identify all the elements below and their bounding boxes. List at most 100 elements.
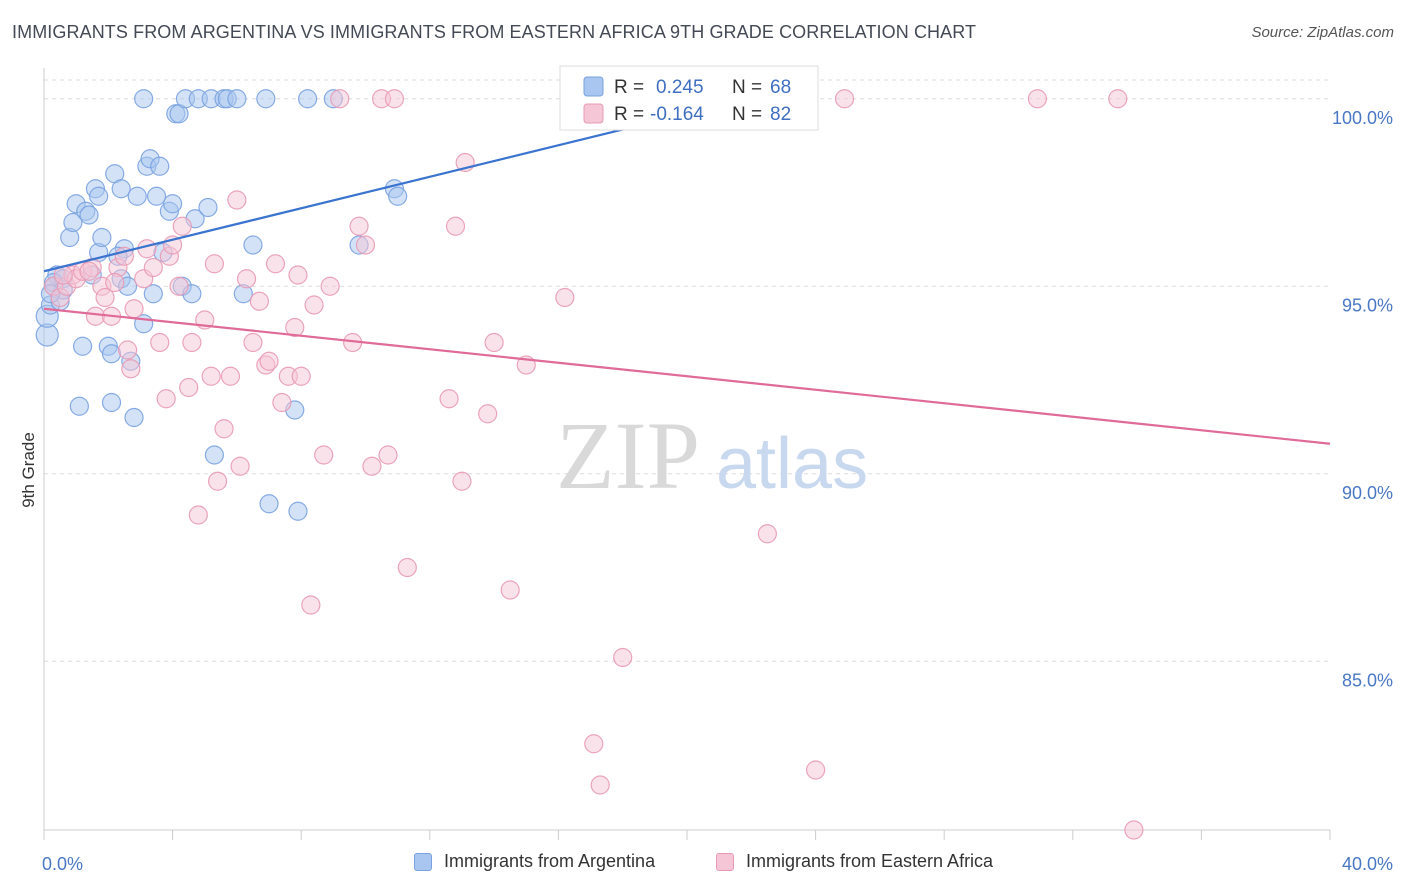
watermark: ZIP atlas: [556, 402, 868, 509]
data-point: [227, 190, 247, 210]
data-point: [201, 366, 221, 386]
data-point: [172, 216, 192, 236]
data-point: [236, 269, 257, 289]
data-point: [169, 276, 189, 296]
data-point: [298, 89, 318, 109]
data-point: [85, 306, 106, 326]
stats-n-label-2: N =: [732, 104, 762, 125]
data-point: [484, 332, 504, 353]
data-point: [1027, 89, 1048, 109]
data-point: [291, 366, 311, 386]
stats-r-value-eastern-africa: -0.164: [650, 104, 704, 125]
data-point: [230, 456, 250, 476]
data-point: [355, 235, 376, 255]
series-eastern-africa: [44, 89, 1144, 840]
y-tick-label: 85.0%: [1342, 670, 1393, 690]
data-point: [143, 284, 163, 304]
data-point: [111, 179, 131, 199]
stats-r-label-2: R =: [614, 104, 644, 125]
data-point: [288, 265, 308, 285]
data-point: [150, 156, 170, 176]
data-point: [590, 775, 610, 795]
y-tick-labels: 85.0% 90.0% 95.0% 100.0%: [1332, 108, 1393, 691]
data-point: [584, 734, 604, 754]
data-point: [314, 445, 334, 465]
data-point: [134, 89, 154, 109]
data-point: [101, 344, 122, 364]
data-point: [330, 89, 350, 109]
data-point: [1108, 89, 1128, 109]
data-point: [63, 212, 83, 233]
data-point: [220, 366, 241, 386]
data-point: [397, 557, 417, 578]
data-point: [439, 389, 459, 409]
data-point: [1124, 820, 1144, 840]
data-point: [121, 359, 141, 379]
data-point: [92, 227, 112, 248]
data-point: [555, 287, 575, 308]
data-point: [288, 501, 308, 521]
x-tick-label-max: 40.0%: [1342, 854, 1393, 874]
data-point: [182, 332, 202, 353]
source-credit: Source: ZipAtlas.com: [1251, 24, 1394, 41]
data-point: [500, 580, 520, 600]
data-point: [89, 186, 109, 206]
data-point: [79, 205, 99, 225]
stats-swatch-eastern-africa: [583, 103, 604, 124]
data-point: [378, 445, 398, 465]
data-point: [259, 494, 279, 514]
stats-swatch-argentina: [583, 76, 604, 97]
data-point: [188, 505, 208, 525]
data-points: [35, 89, 1144, 840]
data-point: [146, 186, 167, 206]
data-point: [243, 235, 263, 255]
data-point: [156, 389, 176, 409]
stats-n-value-eastern-africa: 82: [770, 104, 791, 125]
data-point: [272, 392, 292, 413]
data-point: [301, 595, 321, 615]
data-point: [384, 89, 405, 109]
data-point: [127, 186, 147, 206]
data-point: [124, 299, 144, 319]
data-point: [227, 89, 247, 109]
y-tick-label: 95.0%: [1342, 295, 1393, 315]
stats-box: R = 0.245 N = 68 R = -0.164 N = 82: [559, 65, 819, 131]
data-point: [805, 760, 826, 780]
data-point: [285, 317, 305, 338]
data-point: [259, 351, 279, 371]
data-point: [124, 407, 144, 428]
stats-n-label-1: N =: [732, 77, 762, 98]
data-point: [256, 89, 276, 109]
data-point: [320, 276, 340, 296]
data-point: [72, 336, 93, 356]
x-tick-label-min: 0.0%: [42, 854, 83, 874]
watermark-zip: ZIP: [556, 402, 700, 509]
y-tick-label: 100.0%: [1332, 108, 1393, 128]
legend-label-argentina: Immigrants from Argentina: [444, 851, 656, 871]
chart-title: IMMIGRANTS FROM ARGENTINA VS IMMIGRANTS …: [12, 22, 977, 42]
data-point: [452, 471, 472, 491]
data-point: [204, 254, 224, 274]
data-point: [243, 332, 263, 353]
data-point: [304, 295, 324, 315]
data-point: [249, 291, 270, 311]
trend-line-argentina: [43, 112, 688, 273]
data-point: [265, 254, 286, 274]
data-point: [204, 445, 224, 465]
stats-r-label-1: R =: [614, 77, 644, 98]
x-tick-labels: 0.0% 40.0%: [42, 854, 1393, 874]
data-point: [137, 239, 157, 259]
data-point: [150, 332, 170, 353]
trend-lines: [43, 112, 1331, 445]
series-argentina: [35, 89, 408, 521]
data-point: [478, 404, 498, 424]
legend-label-eastern-africa: Immigrants from Eastern Africa: [746, 851, 994, 871]
data-point: [613, 647, 633, 668]
data-point: [163, 194, 183, 214]
y-axis-label: 9th Grade: [19, 432, 38, 508]
data-point: [143, 257, 163, 278]
stats-r-value-argentina: 0.245: [656, 77, 704, 98]
legend-item-eastern-africa[interactable]: Immigrants from Eastern Africa: [716, 851, 993, 872]
legend-item-argentina[interactable]: Immigrants from Argentina: [414, 851, 655, 872]
